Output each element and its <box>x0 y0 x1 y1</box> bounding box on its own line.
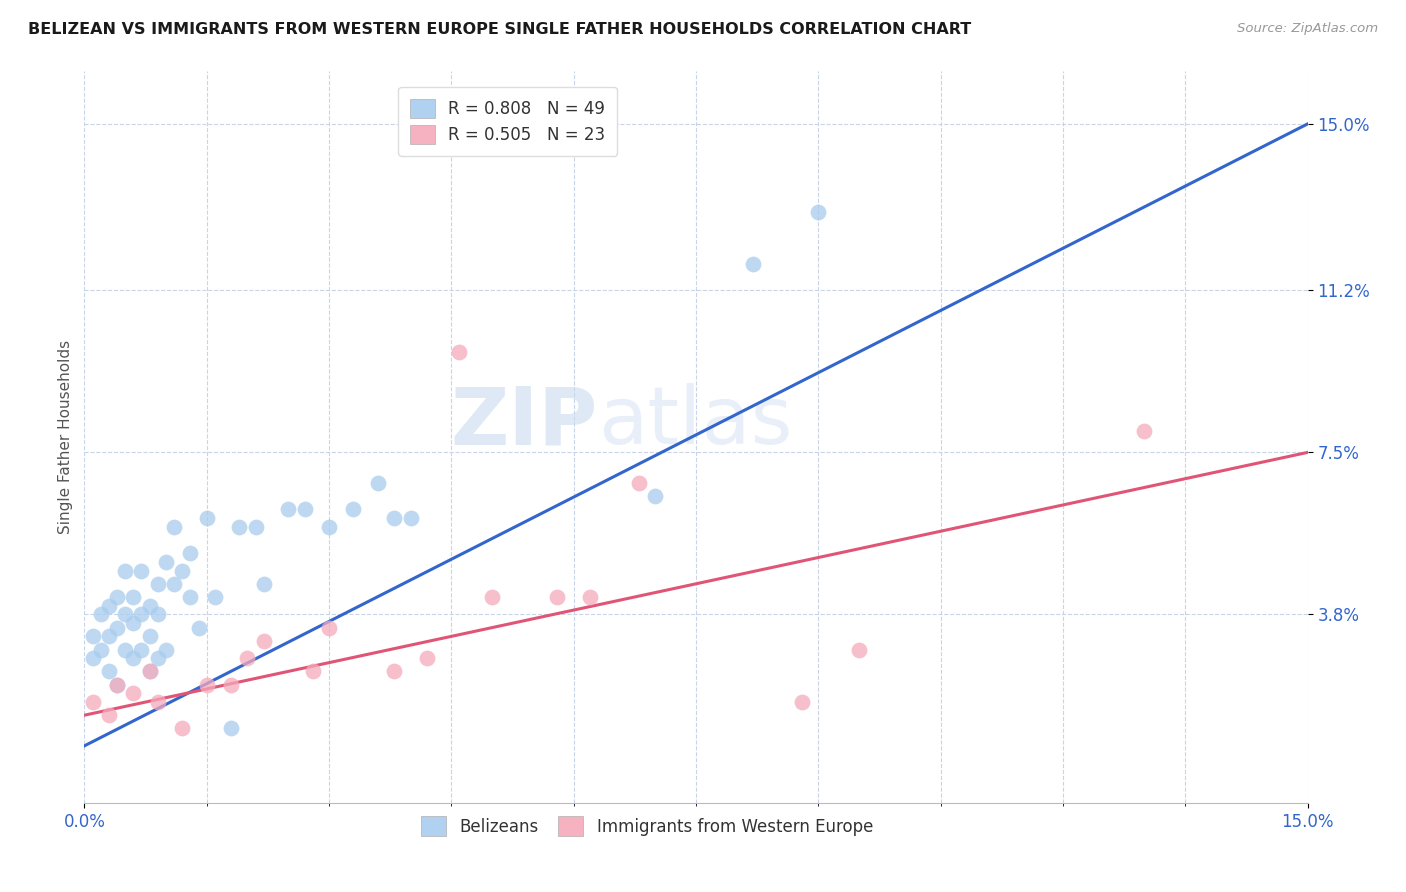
Point <box>449 344 471 359</box>
Point <box>807 204 830 219</box>
Point <box>318 621 340 635</box>
Point <box>245 520 267 534</box>
Point <box>131 564 153 578</box>
Point <box>97 665 120 679</box>
Point <box>179 590 201 604</box>
Point <box>382 665 405 679</box>
Point <box>318 520 340 534</box>
Point <box>131 607 153 622</box>
Point <box>82 651 104 665</box>
Point <box>546 590 568 604</box>
Point <box>367 476 389 491</box>
Point <box>146 576 169 591</box>
Point <box>105 677 128 691</box>
Point <box>481 590 503 604</box>
Point <box>90 642 112 657</box>
Point <box>105 590 128 604</box>
Point <box>146 651 169 665</box>
Y-axis label: Single Father Households: Single Father Households <box>58 340 73 534</box>
Point <box>228 520 250 534</box>
Point <box>138 599 160 613</box>
Point <box>163 520 186 534</box>
Point <box>301 665 323 679</box>
Point <box>97 708 120 723</box>
Point <box>204 590 226 604</box>
Point <box>172 564 194 578</box>
Point <box>90 607 112 622</box>
Point <box>163 576 186 591</box>
Point <box>219 677 242 691</box>
Point <box>219 722 242 736</box>
Point <box>790 695 813 709</box>
Point <box>114 642 136 657</box>
Point <box>138 665 160 679</box>
Point <box>105 677 128 691</box>
Legend: Belizeans, Immigrants from Western Europe: Belizeans, Immigrants from Western Europ… <box>411 806 883 846</box>
Text: atlas: atlas <box>598 384 793 461</box>
Point <box>138 629 160 643</box>
Point <box>294 502 316 516</box>
Point <box>122 590 145 604</box>
Point <box>1133 424 1156 438</box>
Point <box>82 695 104 709</box>
Point <box>97 629 120 643</box>
Point <box>179 546 201 560</box>
Point <box>97 599 120 613</box>
Point <box>131 642 153 657</box>
Point <box>848 642 870 657</box>
Point <box>253 576 276 591</box>
Point <box>146 607 169 622</box>
Point <box>236 651 259 665</box>
Point <box>399 511 422 525</box>
Point <box>146 695 169 709</box>
Point <box>122 616 145 631</box>
Point <box>195 677 218 691</box>
Point <box>253 633 276 648</box>
Text: Source: ZipAtlas.com: Source: ZipAtlas.com <box>1237 22 1378 36</box>
Point <box>82 629 104 643</box>
Point <box>342 502 364 516</box>
Point <box>579 590 602 604</box>
Point <box>644 489 666 503</box>
Point <box>742 257 765 271</box>
Point <box>114 607 136 622</box>
Point <box>195 511 218 525</box>
Point <box>155 642 177 657</box>
Point <box>172 722 194 736</box>
Point <box>114 564 136 578</box>
Point <box>122 686 145 700</box>
Point <box>122 651 145 665</box>
Text: BELIZEAN VS IMMIGRANTS FROM WESTERN EUROPE SINGLE FATHER HOUSEHOLDS CORRELATION : BELIZEAN VS IMMIGRANTS FROM WESTERN EURO… <box>28 22 972 37</box>
Point <box>627 476 650 491</box>
Point <box>105 621 128 635</box>
Point <box>277 502 299 516</box>
Point <box>187 621 209 635</box>
Point <box>382 511 405 525</box>
Point <box>138 665 160 679</box>
Point <box>416 651 439 665</box>
Text: ZIP: ZIP <box>451 384 598 461</box>
Point <box>155 555 177 569</box>
